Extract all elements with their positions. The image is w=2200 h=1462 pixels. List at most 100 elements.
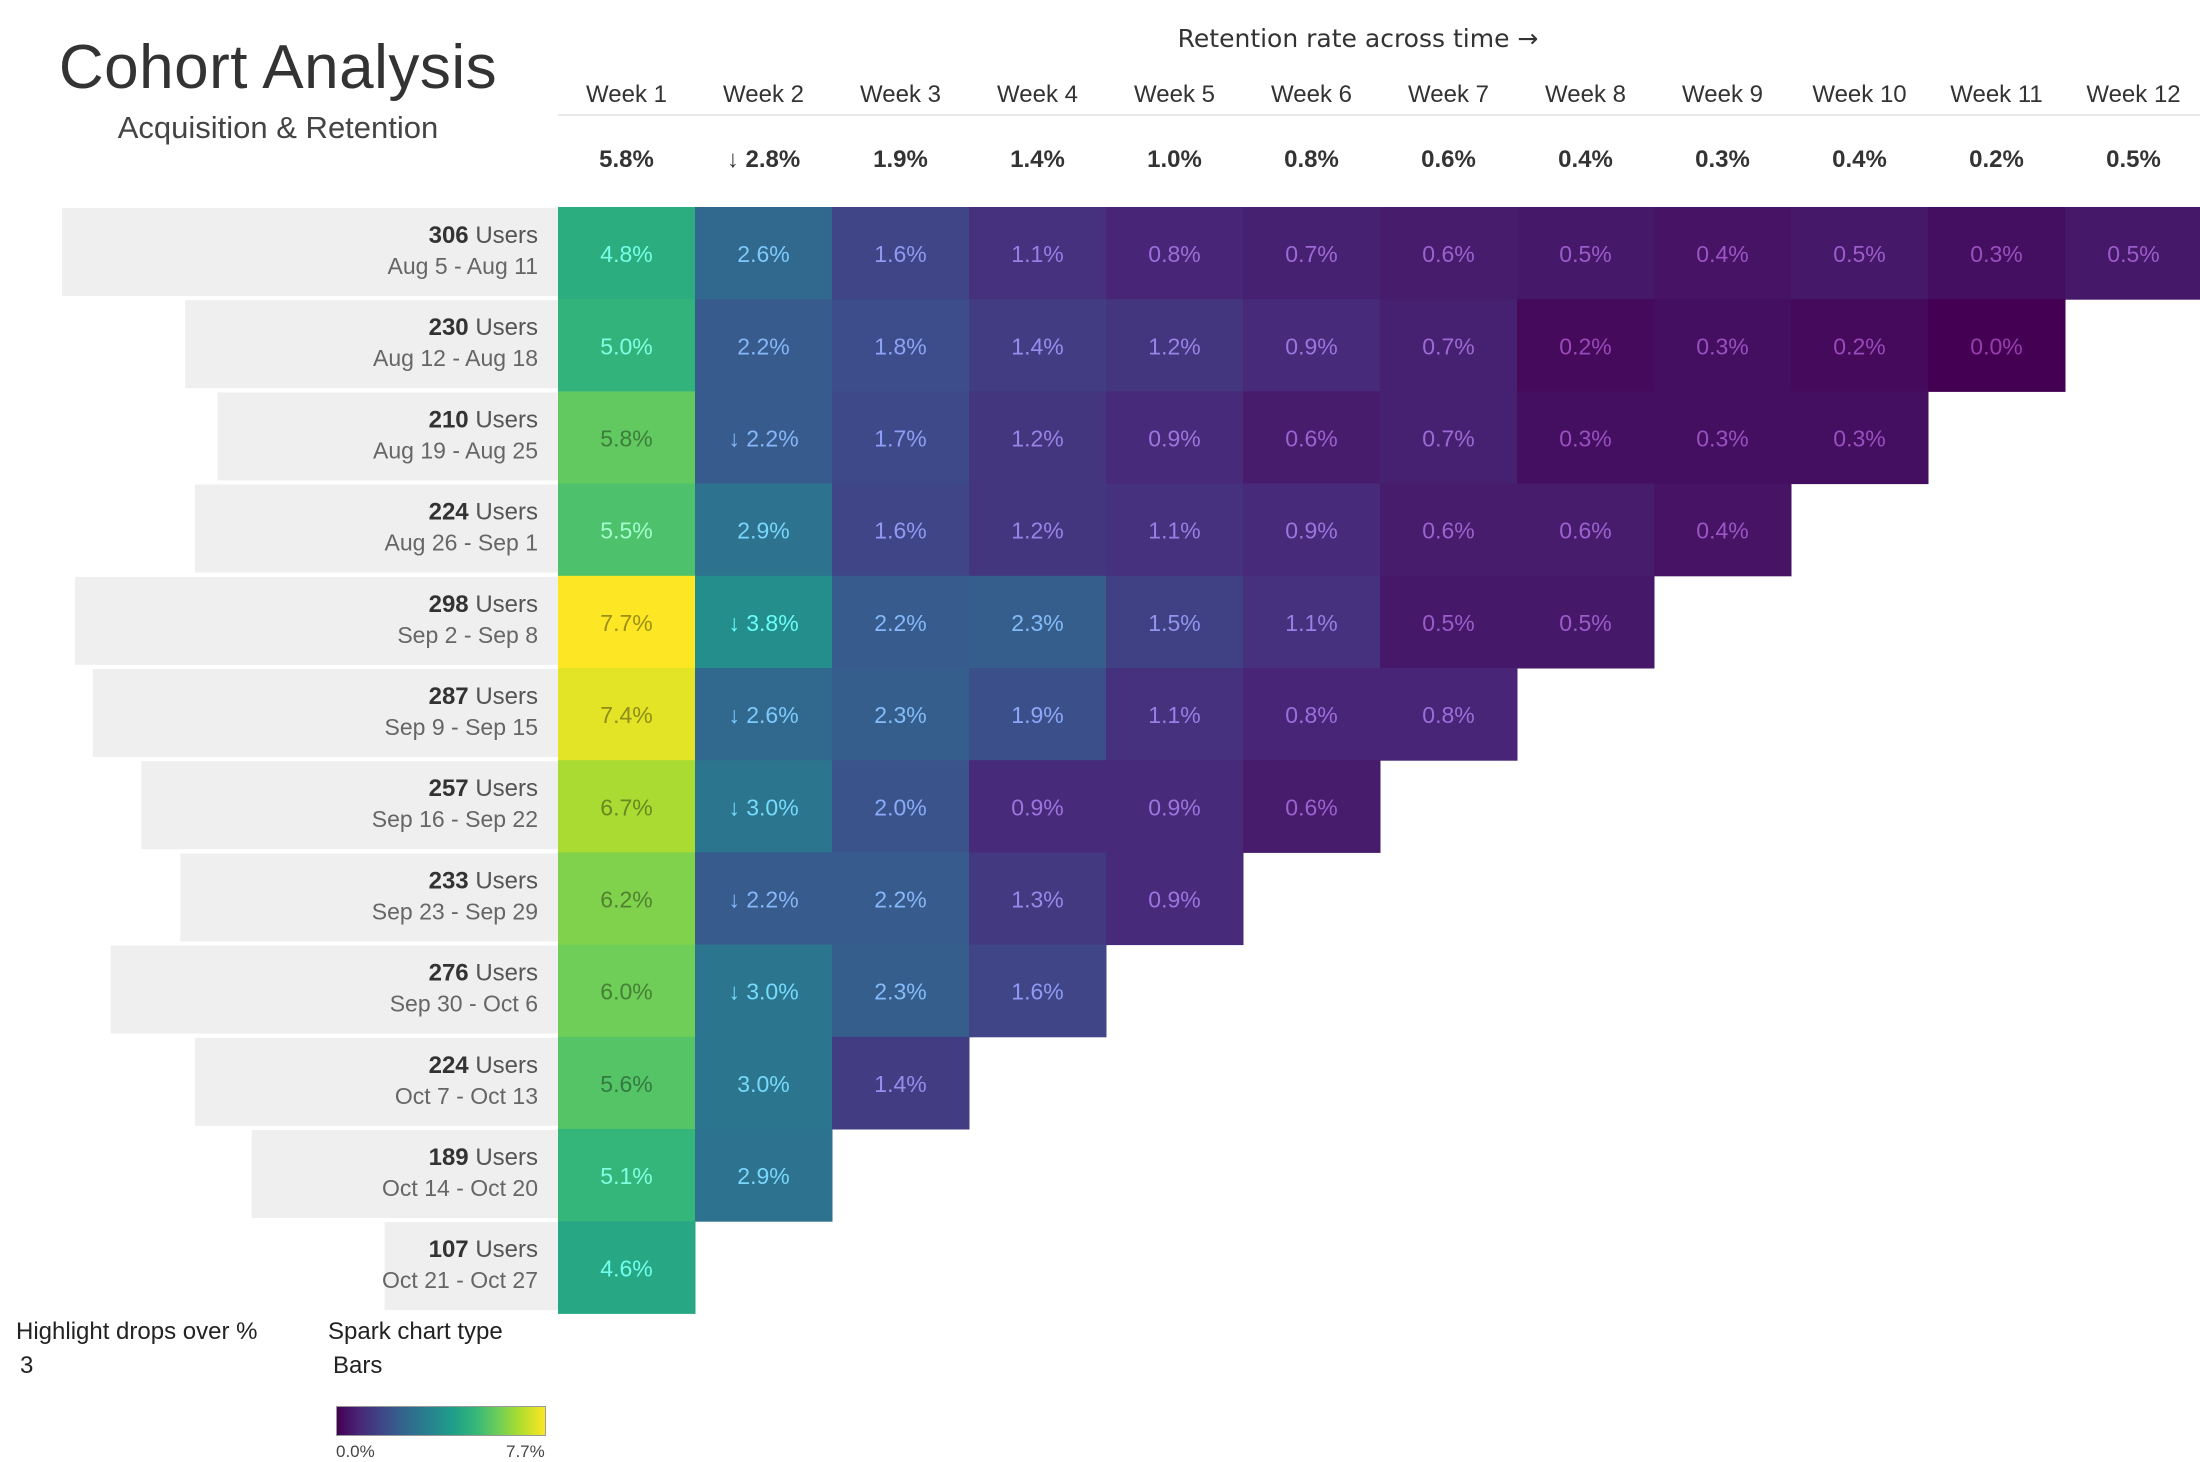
retention-cell (558, 1129, 696, 1222)
retention-cell (1243, 483, 1381, 577)
retention-cell (969, 668, 1107, 761)
cohort-users-label: 189 Users (429, 1144, 538, 1171)
retention-cell (558, 575, 696, 669)
cohort-size-bar (217, 392, 558, 481)
retention-cell (558, 299, 696, 392)
cohort-users-label: 298 Users (429, 591, 538, 618)
retention-value-label: 0.5% (1422, 610, 1474, 636)
cohort-size-bar (251, 1130, 558, 1218)
cohort-size-bar (141, 761, 558, 850)
column-header-9: Week 9 (1682, 81, 1763, 108)
retention-value-label: 1.6% (874, 518, 926, 544)
retention-value-label: ↓ 2.6% (728, 702, 798, 728)
retention-cell (1791, 207, 1929, 300)
retention-value-label: 0.2% (1559, 333, 1611, 359)
column-average-7: 0.6% (1421, 146, 1476, 173)
retention-value-label: 2.3% (874, 979, 926, 1005)
cohort-size-bar (194, 484, 558, 573)
column-header-11: Week 11 (1950, 81, 2043, 108)
retention-cell (1654, 207, 1792, 300)
retention-value-label: 1.3% (1011, 887, 1063, 913)
retention-cell (1517, 575, 1655, 669)
retention-cell (558, 668, 696, 761)
retention-cell (695, 852, 833, 946)
retention-cell (695, 668, 833, 761)
column-average-8: 0.4% (1558, 146, 1613, 173)
cohort-date-range: Sep 23 - Sep 29 (372, 898, 538, 924)
retention-value-label: 1.1% (1148, 702, 1200, 728)
cohort-users-label: 233 Users (429, 867, 538, 894)
retention-value-label: 5.1% (600, 1163, 652, 1189)
retention-value-label: 0.2% (1833, 333, 1885, 359)
retention-value-label: 1.2% (1011, 518, 1063, 544)
retention-value-label: 4.6% (600, 1255, 652, 1281)
cohort-size-bar (110, 945, 559, 1034)
column-header-10: Week 10 (1812, 81, 1906, 108)
retention-value-label: 2.2% (874, 887, 926, 913)
retention-value-label: 1.1% (1148, 518, 1200, 544)
retention-cell (1106, 483, 1244, 577)
color-scale-legend (336, 1406, 546, 1436)
retention-value-label: 7.4% (600, 702, 652, 728)
retention-cell (832, 207, 970, 300)
highlight-drops-input[interactable]: 3 (20, 1352, 34, 1379)
retention-value-label: 0.5% (1833, 241, 1885, 267)
retention-value-label: 6.2% (600, 887, 652, 913)
retention-value-label: 1.4% (1011, 333, 1063, 359)
retention-cell (1106, 391, 1244, 485)
retention-value-label: 5.5% (600, 518, 652, 544)
retention-value-label: 3.0% (737, 1071, 789, 1097)
retention-value-label: 0.9% (1148, 426, 1200, 452)
spark-chart-type-select[interactable]: Bars (333, 1352, 383, 1379)
cohort-date-range: Aug 12 - Aug 18 (373, 345, 538, 371)
cohort-date-range: Aug 19 - Aug 25 (373, 437, 538, 463)
retention-value-label: 0.6% (1285, 794, 1337, 820)
cohort-size-bar (62, 208, 558, 296)
retention-value-label: 5.6% (600, 1071, 652, 1097)
retention-cell (695, 575, 833, 669)
cohort-users-label: 276 Users (429, 960, 538, 987)
retention-value-label: ↓ 3.8% (728, 610, 798, 636)
retention-value-label: 1.6% (1011, 979, 1063, 1005)
retention-cell (832, 299, 970, 392)
column-header-7: Week 7 (1408, 81, 1489, 108)
retention-value-label: 4.8% (600, 241, 652, 267)
retention-value-label: 1.5% (1148, 610, 1200, 636)
retention-value-label: 0.3% (1696, 333, 1748, 359)
retention-value-label: 1.4% (874, 1071, 926, 1097)
retention-cell (1380, 668, 1518, 761)
retention-value-label: 2.3% (874, 702, 926, 728)
cohort-date-range: Sep 16 - Sep 22 (372, 806, 538, 832)
retention-cell (832, 483, 970, 577)
retention-cell (695, 299, 833, 392)
retention-cell (695, 760, 833, 853)
retention-value-label: 6.7% (600, 794, 652, 820)
retention-value-label: 2.0% (874, 794, 926, 820)
column-average-9: 0.3% (1695, 146, 1750, 173)
retention-value-label: 1.2% (1011, 426, 1063, 452)
retention-value-label: 1.8% (874, 333, 926, 359)
retention-cell (2065, 207, 2200, 300)
retention-cell (969, 760, 1107, 853)
cohort-size-bar (92, 669, 558, 757)
cohort-users-label: 230 Users (429, 314, 538, 341)
retention-cell (558, 1036, 696, 1130)
retention-cell (832, 760, 970, 853)
retention-cell (969, 391, 1107, 485)
retention-cell (832, 391, 970, 485)
retention-cell (1928, 207, 2066, 300)
retention-value-label: 0.7% (1422, 426, 1474, 452)
retention-value-label: 0.6% (1422, 241, 1474, 267)
page-title: Cohort Analysis (58, 33, 498, 102)
retention-value-label: 2.9% (737, 1163, 789, 1189)
retention-cell (1380, 483, 1518, 577)
cohort-date-range: Oct 14 - Oct 20 (382, 1175, 538, 1201)
retention-value-label: 0.8% (1422, 702, 1474, 728)
retention-cell (969, 944, 1107, 1038)
column-average-3: 1.9% (873, 146, 928, 173)
retention-value-label: 1.1% (1285, 610, 1337, 636)
cohort-heatmap: Week 1 5.8% Week 2 ↓ 2.8% Week 3 1.9% Week 4 1.… (62, 81, 2200, 1314)
retention-cell (695, 483, 833, 577)
cohort-users-label: 257 Users (429, 775, 538, 802)
retention-value-label: 0.7% (1422, 333, 1474, 359)
